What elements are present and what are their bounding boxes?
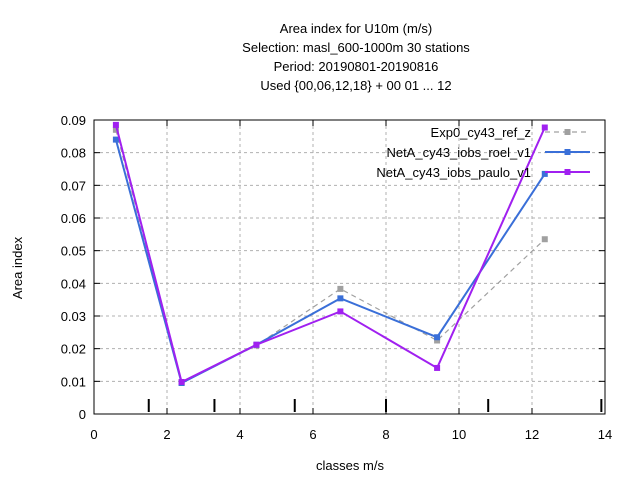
title-line: Used {00,06,12,18} + 00 01 ... 12 <box>260 78 451 93</box>
legend-marker <box>565 169 571 175</box>
title-line: Period: 20190801-20190816 <box>274 59 439 74</box>
y-tick-label: 0 <box>79 407 86 422</box>
y-tick-label: 0.07 <box>61 178 86 193</box>
legend: Exp0_cy43_ref_z NetA_cy43_iobs_roel_v1 Net… <box>376 125 590 180</box>
x-tick-label: 0 <box>90 427 97 442</box>
x-tick-label: 6 <box>309 427 316 442</box>
series-line <box>116 125 545 382</box>
y-axis-label: Area index <box>10 236 25 299</box>
data-point <box>113 122 119 128</box>
chart-title: Area index for U10m (m/s) Selection: masl… <box>242 21 470 93</box>
legend-label: NetA_cy43_iobs_paulo_v1 <box>376 165 531 180</box>
y-tick-label: 0.04 <box>61 276 86 291</box>
y-tick-label: 0.02 <box>61 342 86 357</box>
x-tick-label: 10 <box>452 427 466 442</box>
x-tick-label: 14 <box>598 427 612 442</box>
y-tick-label: 0.09 <box>61 113 86 128</box>
data-point <box>337 286 343 292</box>
data-point <box>337 295 343 301</box>
legend-label: NetA_cy43_iobs_roel_v1 <box>386 145 531 160</box>
legend-marker <box>565 149 571 155</box>
data-point <box>337 308 343 314</box>
y-tick-label: 0.08 <box>61 146 86 161</box>
data-point <box>113 137 119 143</box>
data-point <box>179 379 185 385</box>
legend-marker <box>565 129 571 135</box>
x-tick-label: 2 <box>163 427 170 442</box>
y-tick-label: 0.01 <box>61 374 86 389</box>
y-tick-label: 0.03 <box>61 309 86 324</box>
series-group <box>113 122 548 385</box>
y-tick-label: 0.06 <box>61 211 86 226</box>
title-line: Area index for U10m (m/s) <box>280 21 432 36</box>
series <box>113 122 548 386</box>
data-point <box>434 365 440 371</box>
x-axis-label: classes m/s <box>316 458 384 473</box>
x-tick-label: 12 <box>525 427 539 442</box>
data-point <box>434 334 440 340</box>
x-tick-label: 8 <box>382 427 389 442</box>
data-point <box>542 125 548 131</box>
y-tick-label: 0.05 <box>61 244 86 259</box>
x-tick-label: 4 <box>236 427 243 442</box>
data-point <box>253 342 259 348</box>
title-line: Selection: masl_600-1000m 30 stations <box>242 40 470 55</box>
legend-label: Exp0_cy43_ref_z <box>431 125 531 140</box>
class-boundary-marks <box>149 399 602 412</box>
data-point <box>542 236 548 242</box>
